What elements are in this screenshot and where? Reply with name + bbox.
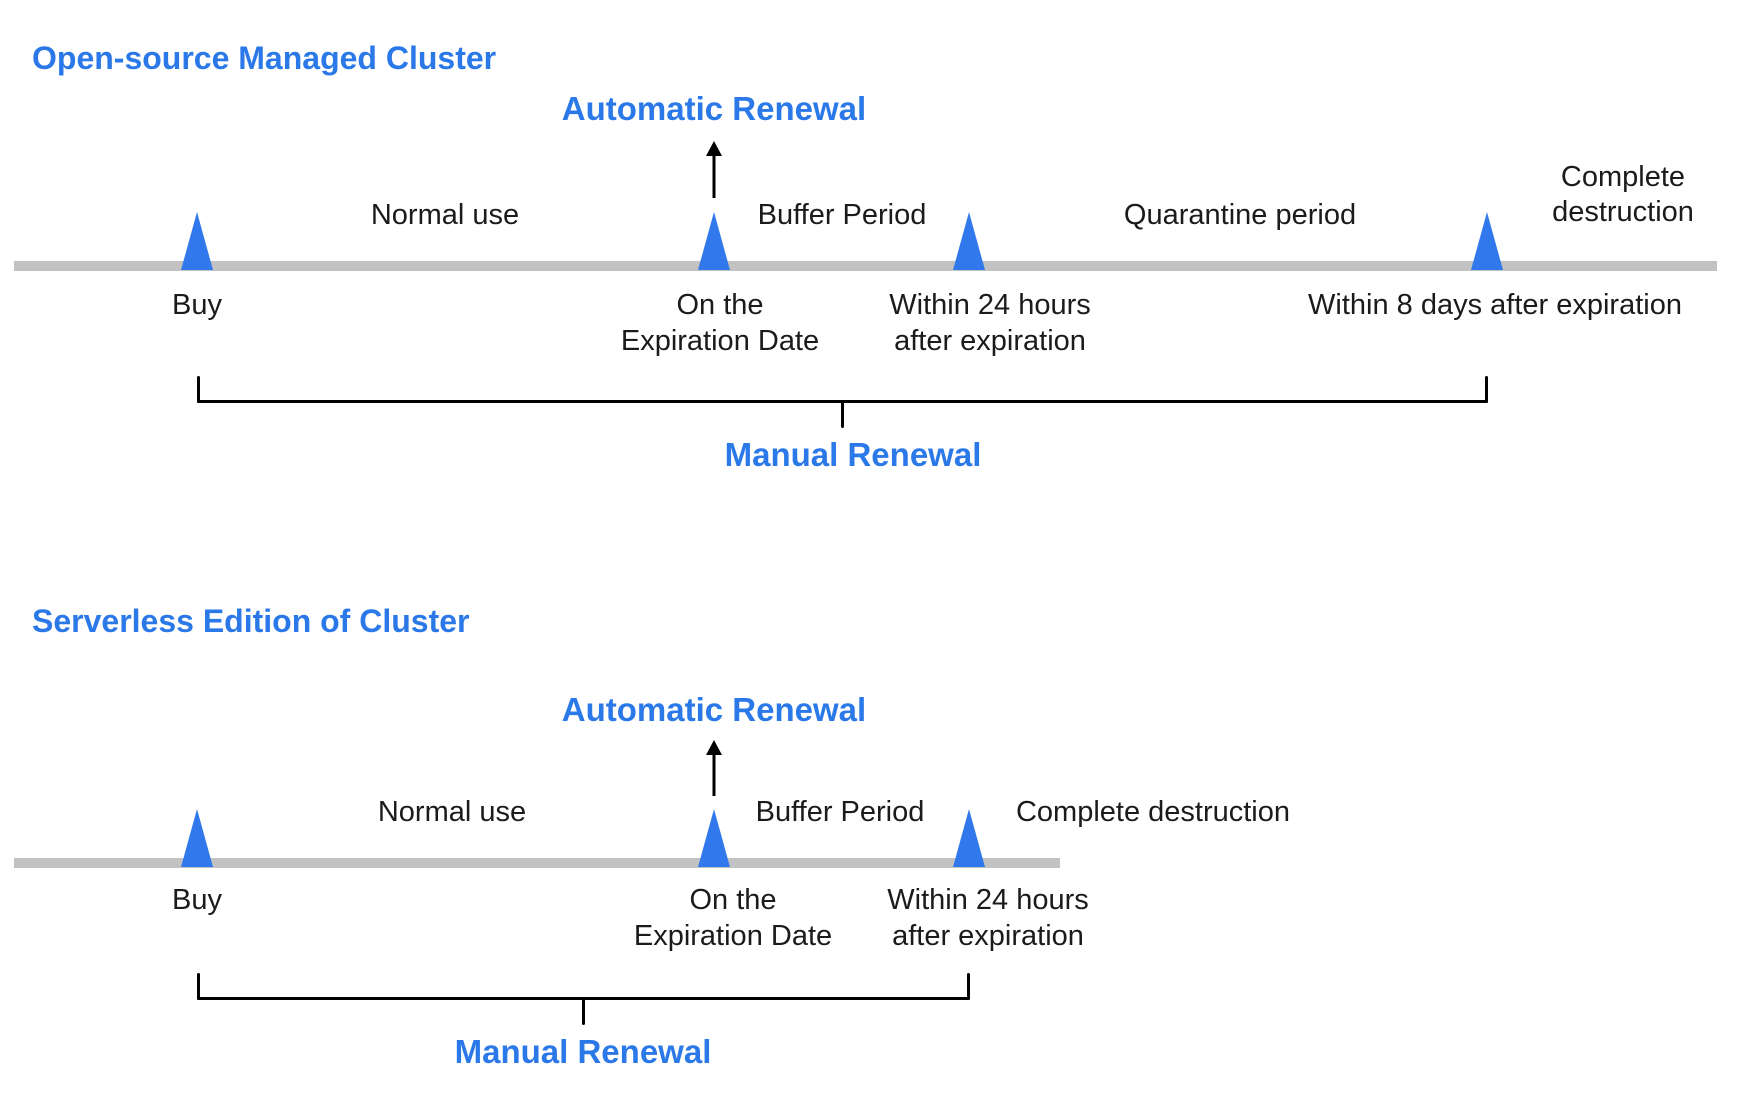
diagram2-automatic-renewal-label: Automatic Renewal (561, 691, 867, 728)
milestone-label-24h: Within 24 hours after expiration (889, 287, 1091, 359)
phase-label-complete-destruction: Complete destruction (1015, 796, 1291, 828)
marker-expiration-icon (698, 809, 730, 867)
brace1-left-tick (197, 376, 200, 403)
marker-24h-icon (953, 809, 985, 867)
diagram1-automatic-renewal-label: Automatic Renewal (561, 90, 867, 127)
marker-buy-icon (181, 809, 213, 867)
marker-buy-icon (181, 212, 213, 270)
phase-label-buffer-period: Buffer Period (757, 199, 927, 231)
milestone-label-8days: Within 8 days after expiration (1308, 289, 1682, 321)
diagram1-manual-renewal-label: Manual Renewal (724, 436, 982, 473)
milestone-label-24h: Within 24 hours after expiration (887, 882, 1089, 954)
milestone-label-24h-line2: after expiration (894, 325, 1086, 357)
milestone-label-expiration: On the Expiration Date (621, 287, 819, 359)
milestone-label-24h-line2: after expiration (892, 920, 1084, 952)
phase-label-complete-destruction-line2: destruction (1552, 196, 1694, 228)
milestone-label-24h-line1: Within 24 hours (889, 289, 1091, 321)
phase-label-normal-use: Normal use (377, 796, 527, 828)
phase-label-buffer-period: Buffer Period (755, 796, 925, 828)
milestone-label-expiration: On the Expiration Date (634, 882, 832, 954)
phase-label-complete-destruction: Complete destruction (1552, 160, 1694, 230)
milestone-label-expiration-line1: On the (689, 884, 777, 916)
phase-label-complete-destruction-line1: Complete (1560, 161, 1686, 193)
up-arrow-shaft (712, 754, 716, 796)
brace2-left-tick (197, 973, 200, 1000)
milestone-label-expiration-line2: Expiration Date (620, 325, 820, 357)
milestone-label-expiration-line2: Expiration Date (633, 920, 833, 952)
brace1-center-tick (841, 401, 844, 428)
milestone-label-buy: Buy (172, 884, 222, 916)
marker-expiration-icon (698, 212, 730, 270)
milestone-label-24h-line1: Within 24 hours (887, 884, 1089, 916)
up-arrow-icon (706, 141, 722, 156)
marker-24h-icon (953, 212, 985, 270)
up-arrow-shaft (712, 155, 716, 198)
diagram2-title: Serverless Edition of Cluster (32, 603, 470, 639)
brace2-right-tick (967, 973, 970, 1000)
milestone-label-expiration-line1: On the (676, 289, 764, 321)
milestone-label-buy: Buy (172, 289, 222, 321)
marker-8days-icon (1471, 212, 1503, 270)
diagram1-title: Open-source Managed Cluster (32, 40, 497, 76)
phase-label-normal-use: Normal use (370, 199, 520, 231)
diagram2-timeline-bar (14, 858, 1060, 868)
up-arrow-icon (706, 740, 722, 755)
brace2-center-tick (582, 998, 585, 1025)
diagram1-timeline-bar (14, 261, 1717, 271)
diagram2-manual-renewal-label: Manual Renewal (454, 1033, 712, 1070)
phase-label-quarantine-period: Quarantine period (1123, 199, 1357, 231)
brace1-right-tick (1485, 376, 1488, 403)
